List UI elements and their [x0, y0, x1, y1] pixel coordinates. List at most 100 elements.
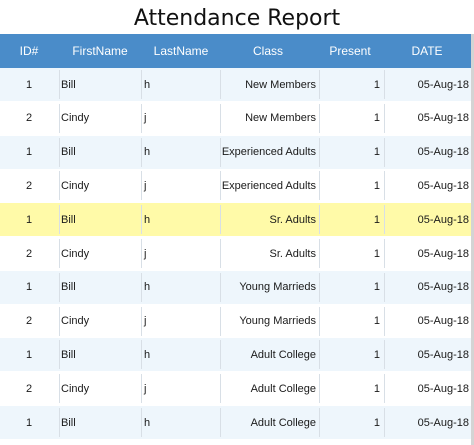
- column-header-present[interactable]: Present: [329, 44, 371, 58]
- column-divider: [319, 205, 320, 235]
- column-header-date[interactable]: DATE: [411, 44, 443, 58]
- cell-date: 05-Aug-18: [417, 179, 469, 192]
- column-divider: [319, 171, 320, 201]
- cell-present: 1: [373, 315, 380, 328]
- table-row[interactable]: 2 Cindy j Experienced Adults 1 05-Aug-18: [0, 169, 471, 203]
- column-divider: [319, 306, 320, 336]
- column-divider: [141, 306, 142, 336]
- table-row[interactable]: 1 Bill h Sr. Adults 1 05-Aug-18: [0, 203, 471, 237]
- column-divider: [59, 374, 60, 404]
- column-divider: [384, 239, 385, 268]
- column-divider: [220, 171, 221, 201]
- column-header-firstname[interactable]: FirstName: [72, 44, 128, 58]
- cell-firstname: Cindy: [61, 179, 90, 192]
- cell-present: 1: [373, 247, 380, 260]
- table-header: ID# FirstName LastName Class Present DAT…: [0, 34, 471, 68]
- cell-class: Young Marrieds: [239, 315, 316, 328]
- cell-firstname: Cindy: [61, 247, 90, 260]
- cell-present: 1: [373, 348, 380, 361]
- cell-date: 05-Aug-18: [417, 281, 469, 294]
- cell-present: 1: [373, 213, 380, 226]
- cell-id: 2: [25, 247, 33, 260]
- cell-class: New Members: [245, 112, 316, 125]
- cell-lastname: h: [144, 281, 151, 294]
- cell-lastname: j: [144, 382, 147, 395]
- column-divider: [141, 340, 142, 370]
- column-divider: [141, 103, 142, 133]
- column-header-class[interactable]: Class: [252, 44, 283, 58]
- column-divider: [59, 272, 60, 302]
- cell-lastname: j: [144, 112, 147, 125]
- cell-id: 2: [25, 382, 33, 395]
- column-divider: [141, 171, 142, 201]
- column-divider: [59, 408, 60, 437]
- cell-class: Sr. Adults: [269, 247, 316, 260]
- column-divider: [220, 408, 221, 437]
- right-border: [471, 34, 474, 445]
- cell-class: Sr. Adults: [269, 213, 316, 226]
- column-divider: [319, 239, 320, 268]
- column-divider: [319, 374, 320, 404]
- column-divider: [141, 239, 142, 268]
- column-divider: [384, 103, 385, 133]
- cell-id: 2: [25, 112, 33, 125]
- cell-present: 1: [373, 416, 380, 429]
- cell-lastname: h: [144, 213, 151, 226]
- report-title: Attendance Report: [133, 6, 341, 31]
- table-row[interactable]: 1 Bill h Experienced Adults 1 05-Aug-18: [0, 135, 471, 169]
- column-divider: [59, 70, 60, 99]
- cell-class: Adult College: [250, 348, 316, 361]
- cell-lastname: h: [144, 348, 151, 361]
- table-row[interactable]: 2 Cindy j Adult College 1 05-Aug-18: [0, 372, 471, 406]
- cell-firstname: Cindy: [61, 315, 90, 328]
- column-header-lastname[interactable]: LastName: [153, 44, 209, 58]
- column-divider: [384, 408, 385, 437]
- table-row[interactable]: 1 Bill h New Members 1 05-Aug-18: [0, 68, 471, 101]
- table-row[interactable]: 1 Bill h Adult College 1 05-Aug-18: [0, 338, 471, 372]
- cell-lastname: j: [144, 247, 147, 260]
- column-header-id[interactable]: ID#: [19, 44, 39, 58]
- cell-present: 1: [373, 281, 380, 294]
- column-divider: [141, 137, 142, 167]
- table-row[interactable]: 2 Cindy j Young Marrieds 1 05-Aug-18: [0, 304, 471, 338]
- column-divider: [384, 340, 385, 370]
- table-row[interactable]: 1 Bill h Young Marrieds 1 05-Aug-18: [0, 270, 471, 304]
- column-divider: [319, 272, 320, 302]
- cell-firstname: Bill: [61, 281, 76, 294]
- cell-present: 1: [373, 382, 380, 395]
- cell-id: 1: [25, 78, 33, 91]
- column-divider: [59, 239, 60, 268]
- table-row[interactable]: 1 Bill h Adult College 1 05-Aug-18: [0, 406, 471, 439]
- cell-date: 05-Aug-18: [417, 348, 469, 361]
- cell-date: 05-Aug-18: [417, 146, 469, 159]
- column-divider: [220, 340, 221, 370]
- cell-date: 05-Aug-18: [417, 416, 469, 429]
- column-divider: [141, 205, 142, 235]
- cell-class: Adult College: [250, 416, 316, 429]
- cell-id: 1: [25, 281, 33, 294]
- column-divider: [220, 103, 221, 133]
- column-divider: [59, 171, 60, 201]
- cell-id: 1: [25, 416, 33, 429]
- cell-class: Experienced Adults: [221, 146, 316, 159]
- column-divider: [59, 205, 60, 235]
- column-divider: [319, 70, 320, 99]
- table-row[interactable]: 2 Cindy j New Members 1 05-Aug-18: [0, 101, 471, 135]
- cell-id: 1: [25, 213, 33, 226]
- cell-id: 1: [25, 348, 33, 361]
- cell-date: 05-Aug-18: [417, 382, 469, 395]
- cell-date: 05-Aug-18: [417, 247, 469, 260]
- table-row[interactable]: 2 Cindy j Sr. Adults 1 05-Aug-18: [0, 237, 471, 270]
- cell-lastname: h: [144, 78, 151, 91]
- column-divider: [59, 340, 60, 370]
- cell-date: 05-Aug-18: [417, 112, 469, 125]
- cell-class: Adult College: [250, 382, 316, 395]
- column-divider: [384, 205, 385, 235]
- cell-present: 1: [373, 146, 380, 159]
- column-divider: [220, 272, 221, 302]
- cell-class: Young Marrieds: [239, 281, 316, 294]
- cell-firstname: Bill: [61, 348, 76, 361]
- cell-lastname: h: [144, 146, 151, 159]
- column-divider: [220, 239, 221, 268]
- cell-lastname: j: [144, 315, 147, 328]
